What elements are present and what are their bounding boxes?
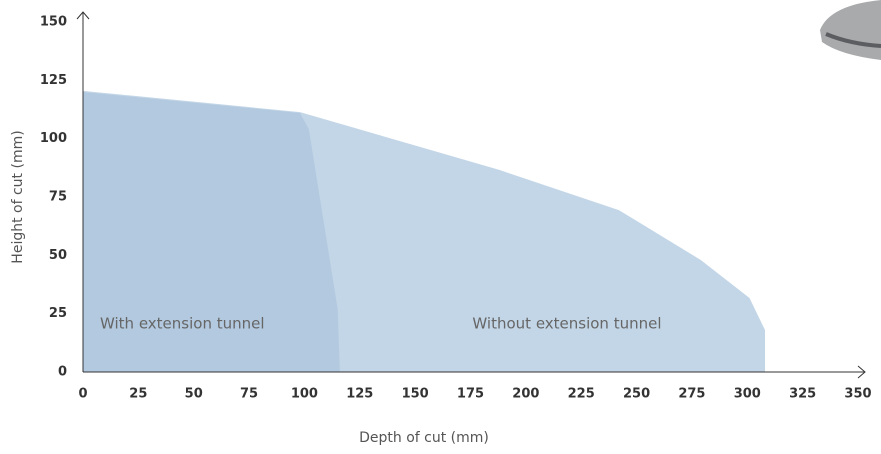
x-tick-label: 175 xyxy=(457,387,484,402)
x-tick-label: 275 xyxy=(678,387,705,402)
x-arrow xyxy=(857,365,866,379)
y-tick-label: 0 xyxy=(58,365,67,380)
x-tick-label: 350 xyxy=(844,387,871,402)
x-tick-label: 0 xyxy=(78,387,87,402)
x-tick-label: 100 xyxy=(291,387,318,402)
y-tick-label: 50 xyxy=(49,248,67,263)
y-tick-label: 100 xyxy=(40,131,67,146)
x-tick-label: 75 xyxy=(240,387,258,402)
area-label: Without extension tunnel xyxy=(472,315,661,333)
y-tick-label: 150 xyxy=(40,15,67,30)
y-tick-label: 75 xyxy=(49,190,67,205)
y-axis-label: Height of cut (mm) xyxy=(10,130,26,263)
x-tick-label: 250 xyxy=(623,387,650,402)
x-tick-label: 200 xyxy=(512,387,539,402)
y-tick-label: 125 xyxy=(40,73,67,88)
x-tick-label: 300 xyxy=(734,387,761,402)
area-label: With extension tunnel xyxy=(100,315,265,333)
product-image xyxy=(820,0,881,60)
y-tick-label: 25 xyxy=(49,306,67,321)
x-tick-label: 25 xyxy=(129,387,147,402)
x-tick-label: 325 xyxy=(789,387,816,402)
x-tick-label: 125 xyxy=(346,387,373,402)
x-axis-label: Depth of cut (mm) xyxy=(359,430,489,446)
x-tick-label: 150 xyxy=(402,387,429,402)
x-tick-label: 50 xyxy=(185,387,203,402)
y-arrow xyxy=(76,11,90,20)
area xyxy=(83,92,340,372)
x-tick-label: 225 xyxy=(568,387,595,402)
